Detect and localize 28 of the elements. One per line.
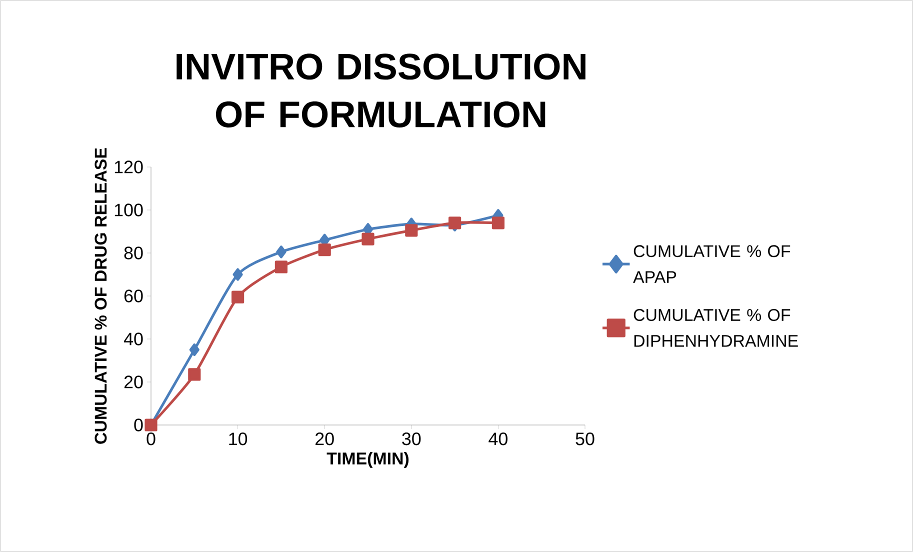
y-tick-label: 120: [114, 160, 143, 174]
point: [274, 260, 288, 274]
point: [232, 268, 243, 281]
point: [405, 224, 418, 237]
x-axis-title: TIME(MIN): [326, 452, 409, 468]
point: [362, 232, 374, 246]
point: [188, 368, 201, 381]
x-tick-label: 50: [576, 432, 594, 446]
x-tick-label: 0: [146, 432, 156, 446]
x-tick-label: 10: [229, 432, 248, 446]
point: [232, 290, 244, 304]
y-tick-label: 40: [124, 332, 143, 346]
legend-label: CUMULATIVE % OF APAP: [633, 245, 790, 283]
y-tick-label: 80: [124, 246, 143, 260]
point: [318, 243, 331, 256]
x-tick-label: 20: [316, 432, 334, 446]
point: [492, 216, 505, 230]
y-tick-label: 20: [124, 376, 143, 388]
point: [189, 343, 200, 356]
chart-title: INVITRO DISSOLUTION OF FORMULATION: [176, 54, 586, 128]
x-tick-label: 30: [402, 432, 421, 446]
y-tick-label: 100: [114, 204, 143, 216]
y-tick-label: 0: [134, 418, 143, 432]
point: [276, 246, 286, 258]
y-tick-label: 60: [124, 290, 143, 302]
x-tick-label: 40: [488, 432, 508, 446]
y-axis-title: CUMULATIVE % OF DRUG RELEASE: [94, 148, 107, 444]
legend-label: CUMULATIVE % OF DIPHENHYDRAMINE: [634, 308, 798, 347]
